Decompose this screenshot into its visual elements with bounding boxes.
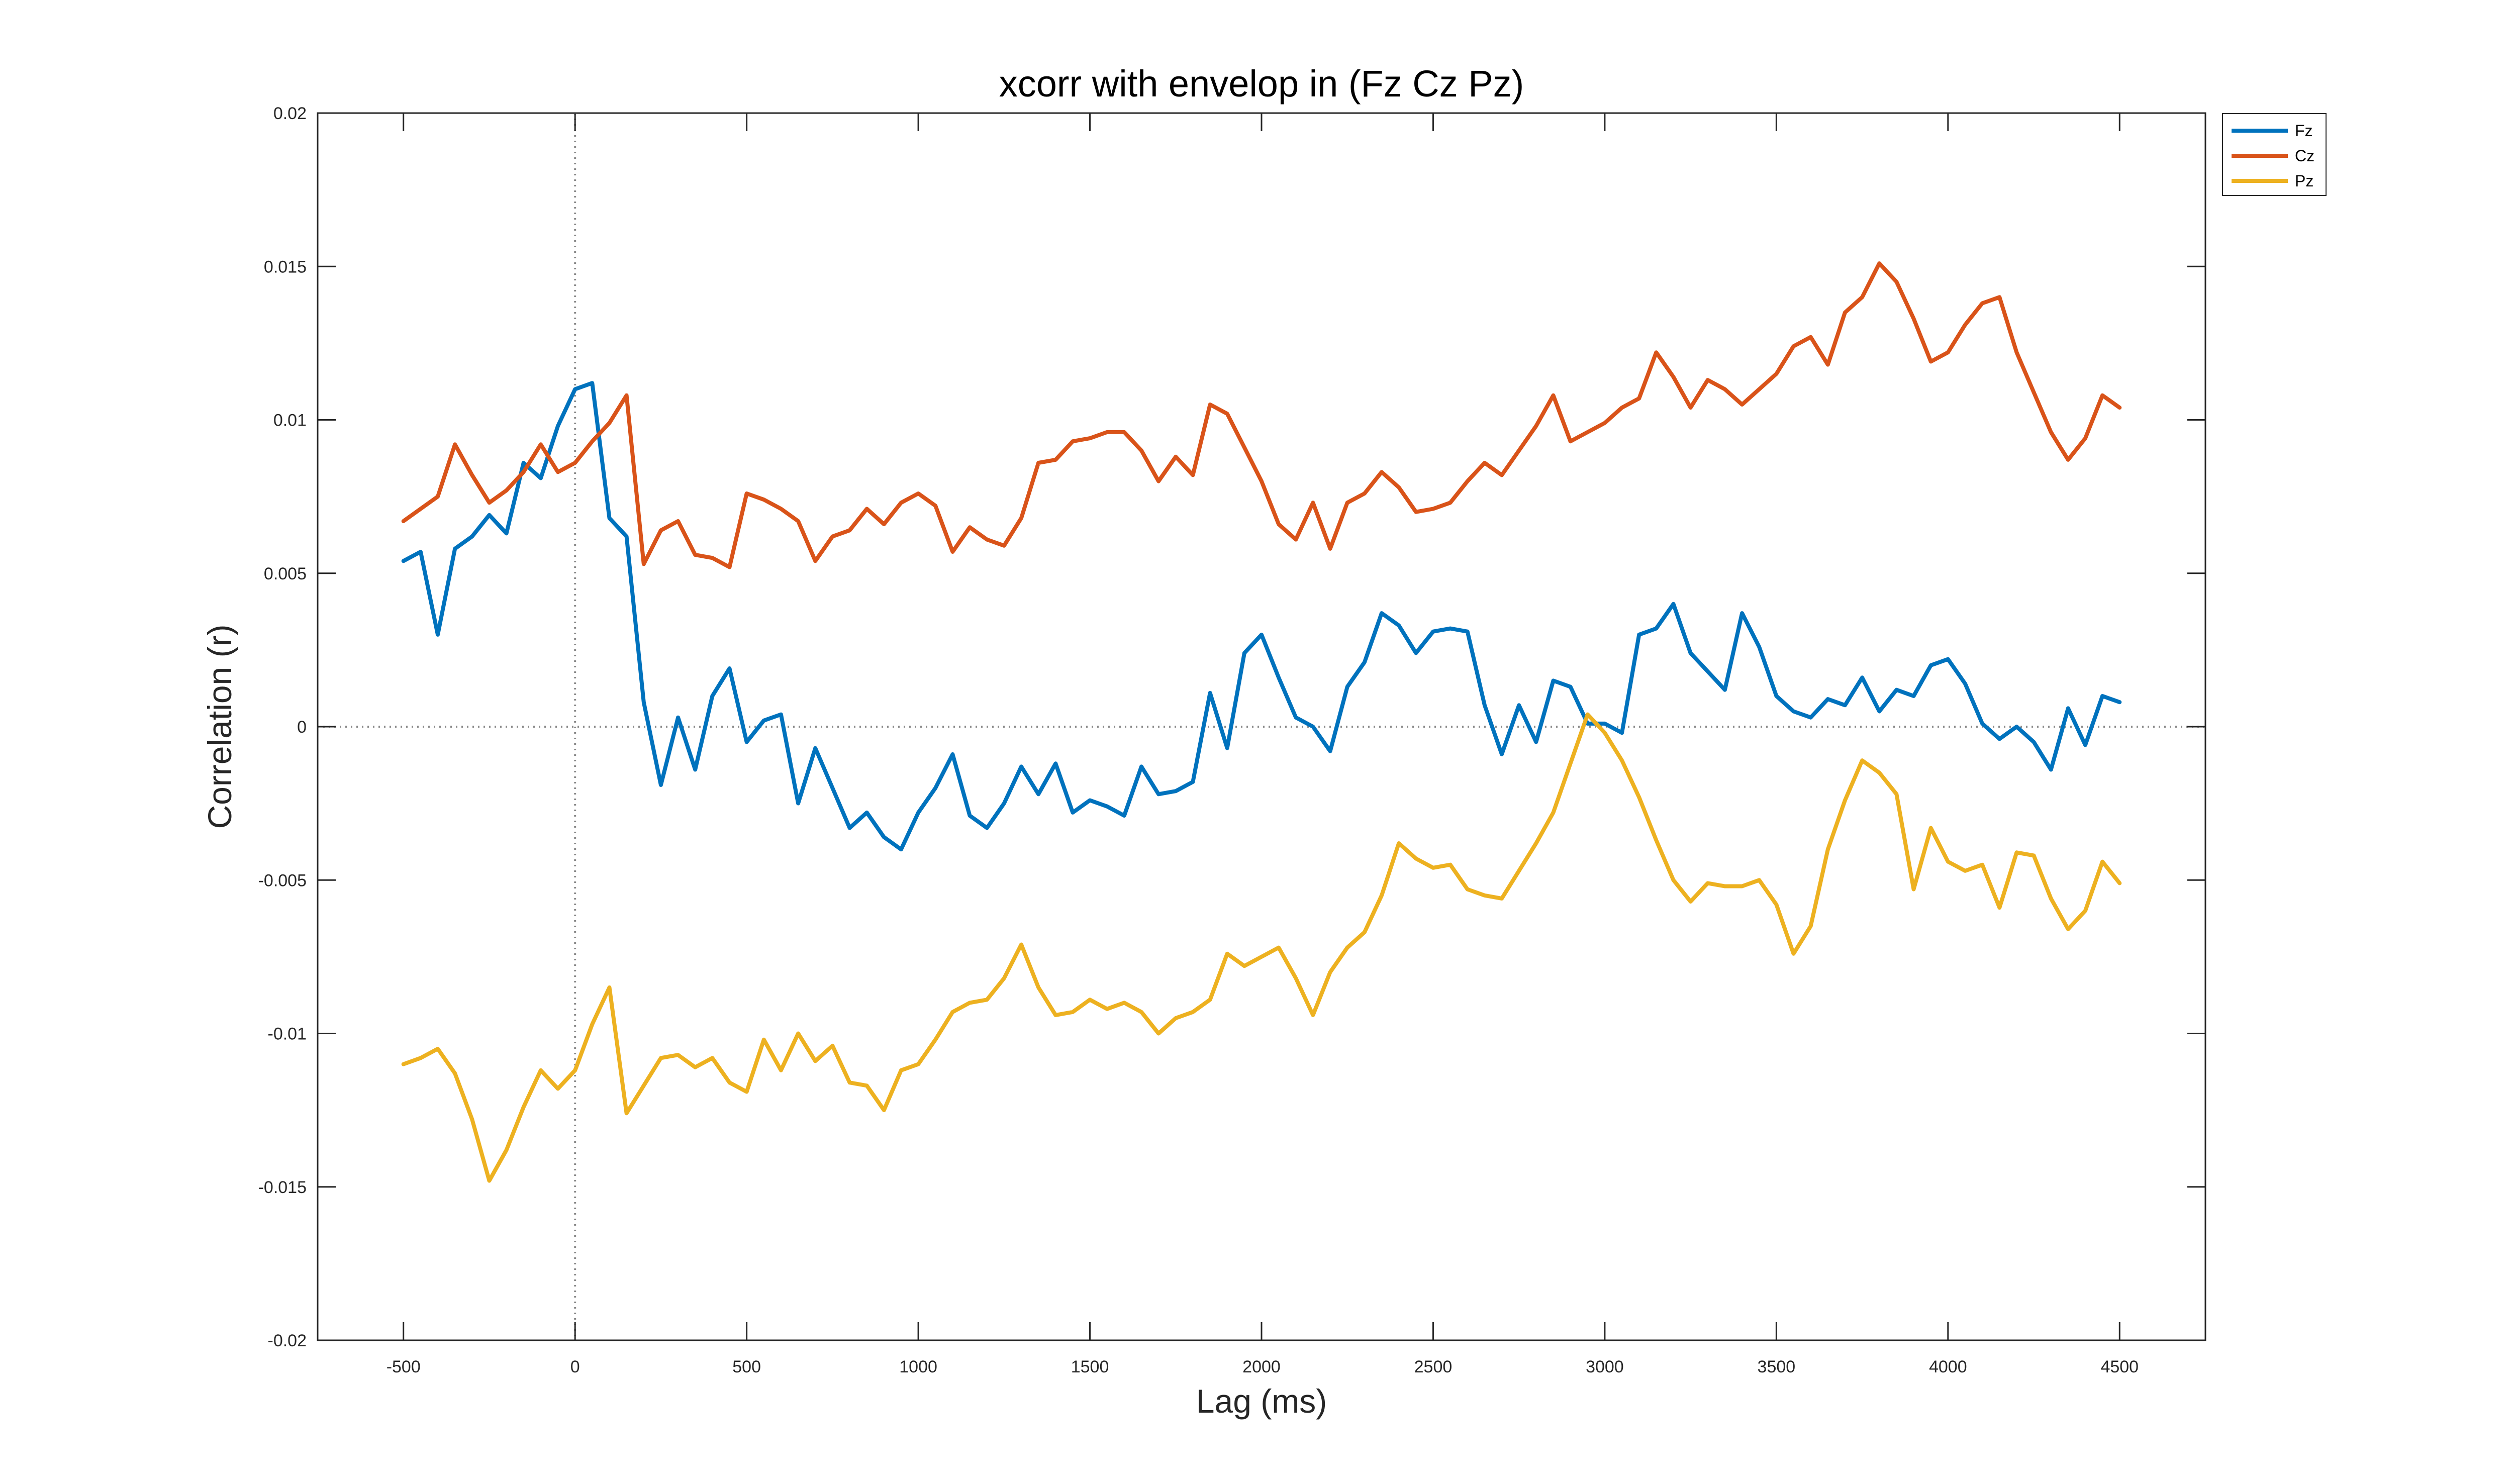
y-axis-ticks: -0.02 -0.015 -0.01 -0.005 0 0.005 0.01 0.015 0.0… (258, 104, 2205, 1350)
y-tick-label: 0.01 (273, 411, 307, 430)
x-tick-label: 0 (570, 1357, 580, 1376)
y-tick-label: 0 (297, 718, 307, 737)
y-axis-label: Correlation (r) (201, 624, 238, 829)
series-line-pz (401, 712, 2122, 1183)
y-tick-label: -0.02 (268, 1331, 307, 1350)
chart-title: xcorr with envelop in (Fz Cz Pz) (999, 63, 1524, 105)
x-tick-label: 1500 (1071, 1357, 1109, 1376)
series-line-fz (401, 381, 2122, 852)
legend-entries: Fz Cz Pz (2232, 122, 2314, 190)
y-tick-label: 0.015 (264, 257, 307, 276)
x-tick-label: 3000 (1586, 1357, 1624, 1376)
x-tick-label: 2500 (1414, 1357, 1453, 1376)
y-tick-label: 0.005 (264, 564, 307, 583)
legend-label-cz: Cz (2295, 147, 2314, 165)
x-tick-label: 4500 (2100, 1357, 2139, 1376)
x-tick-label: 1000 (899, 1357, 937, 1376)
series-lines (401, 261, 2122, 1183)
x-tick-label: -500 (386, 1357, 421, 1376)
legend-label-pz: Pz (2295, 172, 2313, 190)
legend: Fz Cz Pz (2222, 113, 2327, 196)
y-tick-label: -0.015 (258, 1178, 307, 1197)
x-axis-ticks: -500 0 500 1000 1500 2000 2500 3000 3500 4000 4500 (386, 113, 2139, 1376)
x-tick-label: 2000 (1242, 1357, 1281, 1376)
x-tick-label: 4000 (1929, 1357, 1967, 1376)
series-line-cz (401, 261, 2122, 569)
y-tick-label: -0.01 (268, 1025, 307, 1044)
reference-lines (318, 113, 2205, 1340)
plot-area: -500 0 500 1000 1500 2000 2500 3000 3500 4000 4500… (258, 104, 2206, 1376)
y-tick-label: 0.02 (273, 104, 307, 123)
y-tick-label: -0.005 (258, 871, 307, 890)
x-axis-label: Lag (ms) (1196, 1382, 1327, 1420)
x-tick-label: 3500 (1758, 1357, 1796, 1376)
x-tick-label: 500 (732, 1357, 761, 1376)
legend-label-fz: Fz (2295, 122, 2313, 140)
axes-box (317, 112, 2206, 1341)
